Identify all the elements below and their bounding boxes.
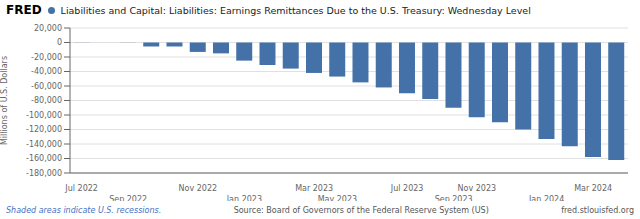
html-text:fred.stlouisfed.org: fred.stlouisfed.org <box>561 205 634 215</box>
svg-text:Mar 2024: Mar 2024 <box>574 184 612 193</box>
svg-text:Nov 2023: Nov 2023 <box>458 184 497 193</box>
svg-text:-100,000: -100,000 <box>26 111 62 120</box>
svg-text:Jan 2024: Jan 2024 <box>528 195 564 201</box>
svg-text:-160,000: -160,000 <box>26 154 62 163</box>
svg-text:-140,000: -140,000 <box>26 140 62 149</box>
svg-text:Millions of U.S. Dollars: Millions of U.S. Dollars <box>8 56 9 145</box>
svg-text:Mar 2023: Mar 2023 <box>295 184 333 193</box>
svg-text:-120,000: -120,000 <box>26 125 62 134</box>
html-text:FRED: FRED <box>6 3 42 17</box>
html-text:Shaded areas indicate U.S. rec: Shaded areas indicate U.S. recessions. <box>6 205 162 215</box>
svg-text:-20,000: -20,000 <box>31 53 62 62</box>
svg-text:0: 0 <box>57 38 62 47</box>
svg-text:May 2023: May 2023 <box>318 195 357 201</box>
html-text:Liabilities and Capital: Liabi: Liabilities and Capital: Liabilities: Ea… <box>60 4 531 16</box>
svg-text:Nov 2022: Nov 2022 <box>179 184 218 193</box>
svg-text:20,000: 20,000 <box>34 24 62 33</box>
svg-text:Jul 2022: Jul 2022 <box>64 184 98 193</box>
svg-text:Jul 2023: Jul 2023 <box>390 184 424 193</box>
svg-text:-80,000: -80,000 <box>31 96 62 105</box>
html-text:Source: Board of Governors of: Source: Board of Governors of the Federa… <box>233 205 489 215</box>
svg-text:-60,000: -60,000 <box>31 82 62 91</box>
svg-text:Sep 2023: Sep 2023 <box>435 195 473 201</box>
svg-text:Sep 2022: Sep 2022 <box>109 195 147 201</box>
svg-text:Jan 2023: Jan 2023 <box>226 195 262 201</box>
svg-text:-180,000: -180,000 <box>26 169 62 178</box>
svg-text:-40,000: -40,000 <box>31 67 62 76</box>
